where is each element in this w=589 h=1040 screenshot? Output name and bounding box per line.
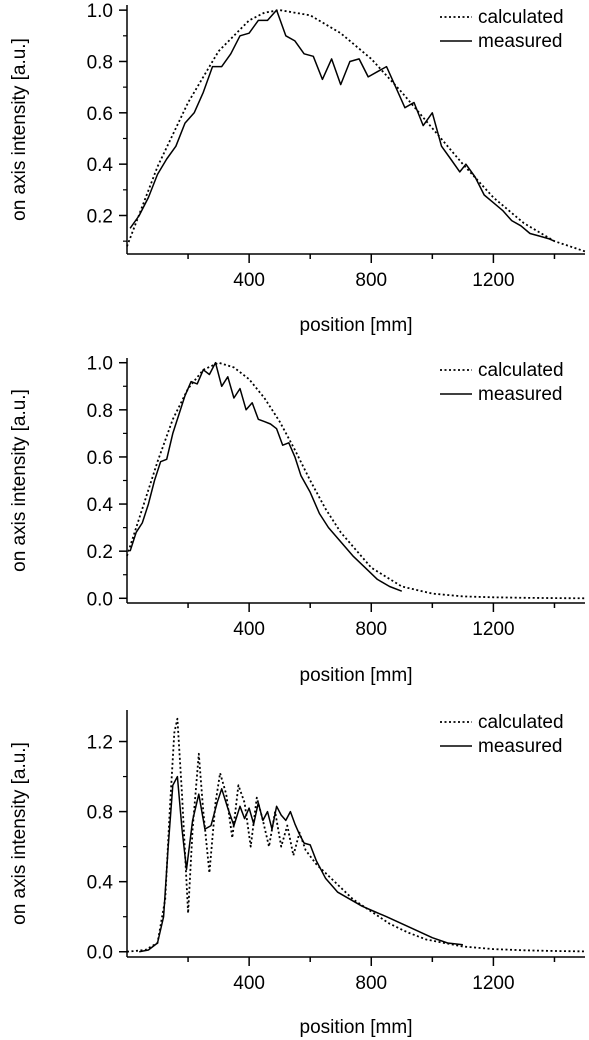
panel-1-legend-label-calculated: calculated [478,7,564,28]
panel-3-xtick-label: 400 [233,973,265,994]
panel-3-series-calculated [126,717,586,953]
panel-1-ytick-label: 0.8 [87,52,113,73]
panel-2-series-measured [129,361,403,592]
panel-1-xtick-label: 800 [355,270,387,291]
panel-2-legend-label-measured: measured [478,384,563,405]
panel-3-x-axis-title: position [mm] [300,1017,413,1038]
panel-1-ytick-label: 0.6 [87,104,113,125]
panel-2-y-axis-title: on axis intensity [a.u.] [9,389,30,572]
panel-2-ytick-label: 0.2 [87,542,113,563]
panel-1-y-axis-title: on axis intensity [a.u.] [9,38,30,221]
panel-3: 0.0 0.4 0.8 1.2 400 800 1200 position [mm] on ax… [9,710,586,1038]
panel-3-xtick-label: 1200 [472,973,514,994]
panel-1-series-calculated [126,9,586,253]
panel-1-ytick-label: 0.2 [87,206,113,227]
panel-1: 0.2 0.4 0.6 0.8 1.0 400 800 1200 position [mm] on… [9,1,586,336]
panel-3-y-axis-title: on axis intensity [a.u.] [9,742,30,925]
panel-2-x-axis-title: position [mm] [300,665,413,686]
panel-2-ytick-label: 0.8 [87,401,113,422]
panel-2-xtick-label: 400 [233,619,265,640]
panel-3-ytick-label: 1.2 [87,733,113,754]
panel-2-ytick-label: 1.0 [87,354,113,375]
panel-1-ytick-label: 0.4 [87,155,114,176]
panel-2-xtick-label: 800 [355,619,387,640]
panel-3-series-measured [139,775,463,953]
panel-3-xtick-label: 800 [355,973,387,994]
panel-2-legend-label-calculated: calculated [478,360,564,381]
panel-2-ytick-label: 0.0 [87,589,113,610]
panel-1-ytick-label: 1.0 [87,1,113,22]
panel-2: 0.0 0.2 0.4 0.6 0.8 1.0 400 800 1200 position [mm… [9,354,586,686]
panel-2-series-calculated [126,361,586,600]
panel-1-legend-label-measured: measured [478,31,563,52]
panel-1-xtick-label: 400 [233,270,265,291]
panel-3-ytick-label: 0.4 [87,873,114,894]
panel-3-legend-label-measured: measured [478,736,563,757]
panel-3-legend-label-calculated: calculated [478,712,564,733]
panel-3-ytick-label: 0.0 [87,943,113,964]
panel-2-ytick-label: 0.6 [87,448,113,469]
panel-3-ytick-label: 0.8 [87,803,113,824]
panel-1-series-measured [129,9,555,242]
panel-2-ytick-label: 0.4 [87,495,114,516]
panel-2-xtick-label: 1200 [472,619,514,640]
panel-1-xtick-label: 1200 [472,270,514,291]
panel-1-x-axis-title: position [mm] [300,315,413,336]
